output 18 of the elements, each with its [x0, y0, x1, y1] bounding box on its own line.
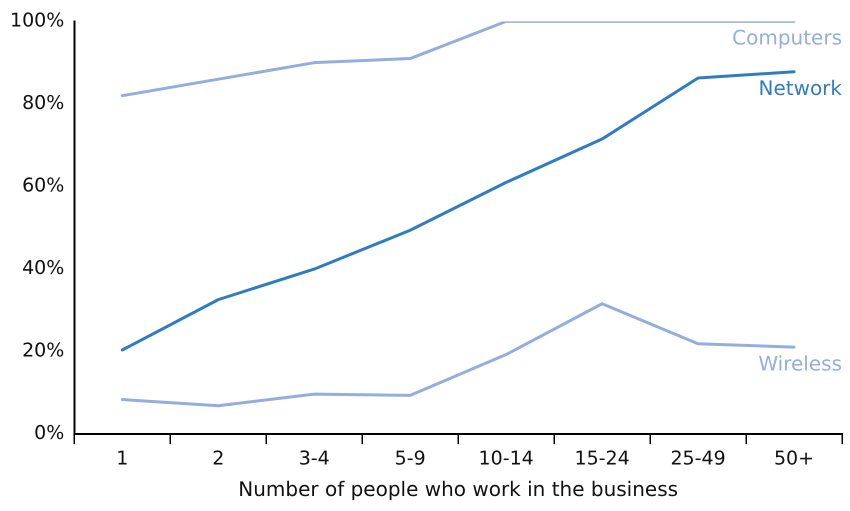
y-tick-label: 20% — [22, 340, 64, 362]
x-tick-label: 1 — [116, 448, 128, 470]
x-axis-title: Number of people who work in the business — [238, 477, 678, 502]
y-tick-label: 80% — [22, 92, 64, 114]
series-label: Network — [758, 76, 842, 100]
x-tick-label: 2 — [212, 448, 224, 470]
x-tick-label: 15-24 — [574, 448, 630, 470]
x-tick-label: 3-4 — [298, 448, 330, 470]
x-tick-label: 25-49 — [670, 448, 726, 470]
y-tick-label: 40% — [22, 257, 64, 280]
y-tick-label: 100% — [10, 9, 64, 32]
y-tick-label: 60% — [22, 174, 64, 196]
x-tick-label: 5-9 — [394, 448, 426, 470]
x-tick-label: 50+ — [774, 448, 814, 470]
series-label: Wireless — [758, 351, 842, 376]
x-tick-label: 10-14 — [478, 448, 534, 470]
series-label: Computers — [732, 26, 842, 50]
y-tick-label: 0% — [34, 422, 64, 444]
